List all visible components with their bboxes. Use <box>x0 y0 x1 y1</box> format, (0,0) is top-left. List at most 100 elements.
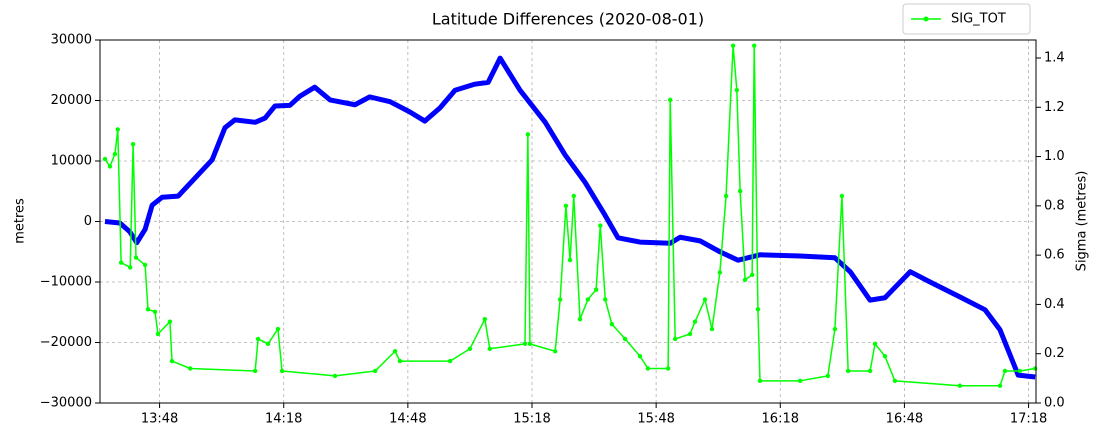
point <box>467 346 473 351</box>
point <box>557 297 563 302</box>
point <box>645 366 651 371</box>
y-tick-label: 30000 <box>51 33 92 48</box>
y-axis-label: metres <box>13 198 28 244</box>
legend-label: SIG_TOT <box>951 12 1006 27</box>
point <box>892 378 898 384</box>
x-tick-label: 14:18 <box>265 412 302 427</box>
point <box>598 223 603 228</box>
point <box>118 260 124 265</box>
x-tick-label: 13:48 <box>141 412 178 427</box>
point <box>825 373 831 379</box>
series-line <box>104 44 1036 387</box>
point <box>882 353 888 359</box>
x-tick-label: 14:48 <box>389 412 426 427</box>
point <box>797 378 803 384</box>
point <box>397 358 403 364</box>
point <box>552 349 558 354</box>
y2-tick-label: 0.6 <box>1044 248 1065 263</box>
point <box>755 307 761 312</box>
point <box>102 156 108 162</box>
point <box>265 341 271 347</box>
point <box>133 255 139 260</box>
point <box>392 349 398 354</box>
point <box>1017 368 1023 374</box>
point <box>742 277 748 282</box>
point <box>585 297 591 302</box>
point <box>702 297 708 302</box>
y2-tick-label: 1.0 <box>1044 149 1065 164</box>
point <box>169 358 175 364</box>
point <box>593 287 599 292</box>
y-tick-label: 0 <box>84 214 92 229</box>
point <box>577 317 583 322</box>
point <box>672 336 678 342</box>
point <box>749 272 755 278</box>
point <box>447 358 453 364</box>
plot-frame <box>99 39 1037 404</box>
point <box>872 341 878 347</box>
x-tick-label: 15:48 <box>637 412 674 427</box>
point <box>1032 366 1038 371</box>
point <box>709 326 715 332</box>
y2-tick-label: 0.4 <box>1044 297 1065 312</box>
point <box>130 142 136 147</box>
point <box>957 383 963 388</box>
point <box>867 368 873 374</box>
point <box>332 373 338 379</box>
point <box>255 336 261 342</box>
point <box>845 368 851 374</box>
point <box>279 368 285 374</box>
point <box>142 262 148 268</box>
y2-tick-label: 1.2 <box>1044 100 1065 115</box>
y2-tick-label: 0.8 <box>1044 198 1065 213</box>
point <box>757 378 763 384</box>
y2-tick-label: 0.0 <box>1044 396 1065 411</box>
series-line <box>104 55 1036 380</box>
point <box>167 319 173 324</box>
point <box>737 188 743 194</box>
point <box>252 368 258 374</box>
y-tick-label: −30000 <box>40 396 92 411</box>
point <box>107 164 113 169</box>
point <box>665 366 671 371</box>
point <box>112 151 118 157</box>
point <box>567 257 573 263</box>
x-tick-label: 15:18 <box>513 412 550 427</box>
y2-tick-label: 1.4 <box>1044 50 1065 65</box>
point <box>571 193 576 199</box>
point <box>522 341 528 347</box>
point <box>609 321 615 327</box>
point <box>734 87 740 93</box>
point <box>717 270 723 275</box>
point <box>275 326 281 332</box>
y2-axis-label: Sigma (metres) <box>1075 171 1090 272</box>
y-tick-label: −20000 <box>40 335 92 350</box>
point <box>730 43 736 48</box>
x-tick-label: 16:48 <box>886 412 923 427</box>
chart-title: Latitude Differences (2020-08-01) <box>432 10 704 29</box>
point <box>832 326 838 332</box>
point <box>752 43 757 48</box>
point <box>687 331 693 337</box>
point <box>997 383 1003 388</box>
legend-marker <box>923 16 929 22</box>
point <box>487 346 492 351</box>
point <box>839 193 845 199</box>
point <box>525 132 531 137</box>
point <box>188 366 193 371</box>
point <box>155 331 161 337</box>
y-tick-label: 10000 <box>51 154 92 169</box>
y-tick-label: 20000 <box>51 93 92 108</box>
point <box>692 319 698 324</box>
point <box>668 97 673 103</box>
point <box>563 203 569 209</box>
x-tick-label: 17:18 <box>1010 412 1047 427</box>
point <box>527 341 533 347</box>
point <box>1002 368 1008 374</box>
y2-tick-label: 0.2 <box>1044 346 1065 361</box>
point <box>637 353 643 359</box>
point <box>372 368 378 374</box>
point <box>622 336 628 342</box>
point <box>603 297 608 302</box>
